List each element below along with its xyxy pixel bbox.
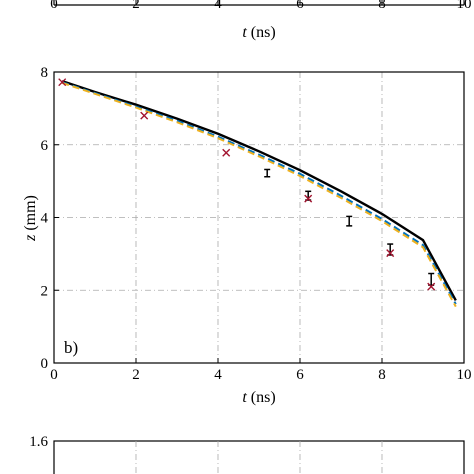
x-marker [58,78,67,87]
panel-b-x-tick-label: 0 [50,367,58,383]
top-panel: 0 2 4 6 8 10 t (ns) [50,0,472,41]
panel-b: 0 2 4 6 8 10 0 2 4 6 8 b) t (ns) z (mm) [22,65,472,406]
bottom-panel-y-tick-label: 1.6 [29,434,48,450]
panel-b-x-tick-label: 4 [214,367,222,383]
panel-b-grid [54,72,464,363]
x-marker [386,249,395,258]
panel-b-y-tick-label: 8 [41,65,49,81]
x-marker [304,194,313,203]
panel-b-x-axis-label: t (ns) [242,389,275,406]
panel-b-y-axis-label: z (mm) [22,195,39,242]
panel-b-y-tick-label: 4 [41,211,49,227]
top-panel-x-tick-label: 4 [214,0,222,12]
panel-b-y-tick-label: 0 [41,356,49,372]
panel-b-series [58,78,457,308]
top-panel-x-axis-label: t (ns) [242,24,275,41]
x-marker [140,111,149,120]
series-0-line [61,79,457,301]
bottom-panel: 1.6 [29,434,465,474]
x-marker [427,282,436,291]
top-panel-x-tick-label: 8 [378,0,386,12]
panel-b-x-tick-label: 8 [378,367,386,383]
panel-b-label: b) [64,338,78,357]
x-marker [222,148,231,157]
panel-b-y-tick-label: 2 [41,283,49,299]
top-panel-x-tick-label: 10 [457,0,472,12]
bottom-panel-grid [135,441,383,474]
top-panel-x-tick-label: 6 [296,0,304,12]
panel-b-x-tick-label: 10 [457,367,472,383]
panel-b-y-ticks: 0 2 4 6 8 [41,65,59,372]
panel-b-x-tick-label: 2 [132,367,140,383]
panel-b-x-ticks: 0 2 4 6 8 10 [50,358,472,383]
series-2-line [61,81,457,308]
series-1-line [61,81,457,305]
top-panel-x-tick-label: 2 [132,0,140,12]
top-panel-x-ticks: 0 2 4 6 8 10 [50,0,472,12]
panel-b-x-tick-label: 6 [296,367,304,383]
panel-b-y-tick-label: 6 [41,138,49,154]
top-panel-x-tick-label: 0 [50,0,58,12]
bottom-panel-frame [53,440,465,474]
